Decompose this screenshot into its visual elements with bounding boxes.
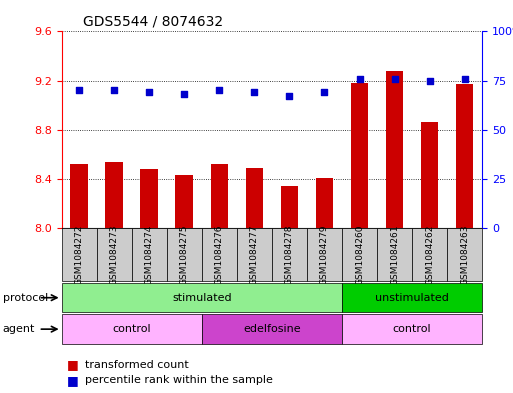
- Point: [390, 75, 399, 82]
- Bar: [386, 71, 403, 228]
- Bar: [342, 314, 482, 344]
- Point: [320, 89, 328, 95]
- Text: GSM1084263: GSM1084263: [460, 224, 469, 285]
- Text: control: control: [112, 324, 151, 334]
- Text: GSM1084262: GSM1084262: [425, 224, 434, 285]
- Bar: [210, 164, 228, 228]
- Bar: [202, 228, 237, 281]
- Bar: [315, 178, 333, 228]
- Text: ■: ■: [67, 358, 78, 371]
- Bar: [175, 175, 193, 228]
- Bar: [62, 228, 96, 281]
- Text: control: control: [393, 324, 431, 334]
- Text: edelfosine: edelfosine: [243, 324, 301, 334]
- Text: GSM1084274: GSM1084274: [145, 224, 154, 285]
- Bar: [96, 228, 132, 281]
- Bar: [456, 84, 473, 228]
- Text: GSM1084276: GSM1084276: [215, 224, 224, 285]
- Text: GSM1084279: GSM1084279: [320, 224, 329, 285]
- Bar: [62, 283, 342, 312]
- Point: [110, 87, 118, 94]
- Text: agent: agent: [3, 324, 35, 334]
- Bar: [342, 283, 482, 312]
- Text: GSM1084277: GSM1084277: [250, 224, 259, 285]
- Text: GSM1084273: GSM1084273: [110, 224, 119, 285]
- Text: stimulated: stimulated: [172, 293, 231, 303]
- Point: [356, 75, 364, 82]
- Bar: [202, 314, 342, 344]
- Bar: [421, 122, 439, 228]
- Bar: [307, 228, 342, 281]
- Text: GSM1084272: GSM1084272: [74, 224, 84, 285]
- Text: GSM1084261: GSM1084261: [390, 224, 399, 285]
- Point: [425, 77, 433, 84]
- Point: [145, 89, 153, 95]
- Text: GSM1084275: GSM1084275: [180, 224, 189, 285]
- Text: protocol: protocol: [3, 293, 48, 303]
- Bar: [342, 228, 377, 281]
- Bar: [272, 228, 307, 281]
- Text: percentile rank within the sample: percentile rank within the sample: [85, 375, 272, 386]
- Bar: [141, 169, 158, 228]
- Bar: [447, 228, 482, 281]
- Bar: [412, 228, 447, 281]
- Point: [215, 87, 223, 94]
- Bar: [246, 168, 263, 228]
- Bar: [132, 228, 167, 281]
- Bar: [70, 164, 88, 228]
- Bar: [105, 162, 123, 228]
- Text: GSM1084278: GSM1084278: [285, 224, 294, 285]
- Bar: [167, 228, 202, 281]
- Bar: [351, 83, 368, 228]
- Text: GDS5544 / 8074632: GDS5544 / 8074632: [83, 15, 223, 29]
- Bar: [377, 228, 412, 281]
- Text: GSM1084260: GSM1084260: [355, 224, 364, 285]
- Bar: [281, 186, 298, 228]
- Point: [461, 75, 469, 82]
- Point: [180, 91, 188, 97]
- Point: [75, 87, 83, 94]
- Text: transformed count: transformed count: [85, 360, 188, 370]
- Bar: [62, 314, 202, 344]
- Text: unstimulated: unstimulated: [375, 293, 449, 303]
- Bar: [237, 228, 272, 281]
- Point: [250, 89, 259, 95]
- Point: [285, 93, 293, 99]
- Text: ■: ■: [67, 374, 78, 387]
